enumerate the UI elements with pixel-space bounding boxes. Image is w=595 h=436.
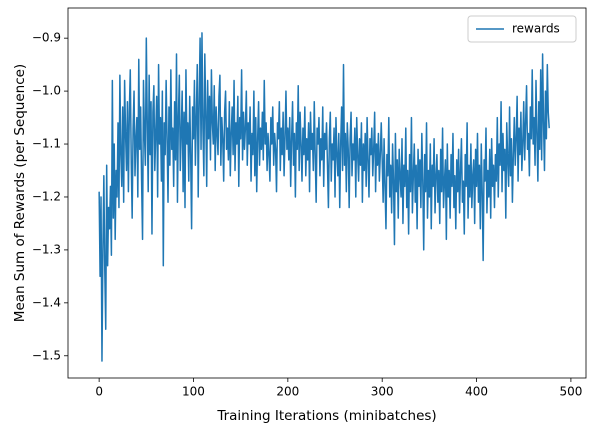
x-tick-label: 300	[371, 385, 394, 399]
x-axis-label: Training Iterations (minibatches)	[216, 408, 436, 424]
series-line	[98, 32, 550, 362]
x-tick-label: 400	[465, 385, 488, 399]
y-tick-label: −1.4	[32, 295, 61, 309]
y-tick-label: −0.9	[32, 31, 61, 45]
y-tick-label: −1.2	[32, 189, 61, 203]
y-axis-label: Mean Sum of Rewards (per Sequence)	[12, 64, 28, 322]
plot-frame	[67, 7, 587, 379]
x-tick-label: 0	[95, 385, 103, 399]
x-tick-label: 200	[276, 385, 299, 399]
legend-label: rewards	[512, 22, 560, 36]
x-tick-label: 500	[559, 385, 582, 399]
y-tick-label: −1.3	[32, 242, 61, 256]
legend-box	[467, 15, 577, 43]
y-tick-label: −1.0	[32, 84, 61, 98]
y-tick-label: −1.5	[32, 348, 61, 362]
x-tick-label: 100	[182, 385, 205, 399]
y-tick-label: −1.1	[32, 137, 61, 151]
